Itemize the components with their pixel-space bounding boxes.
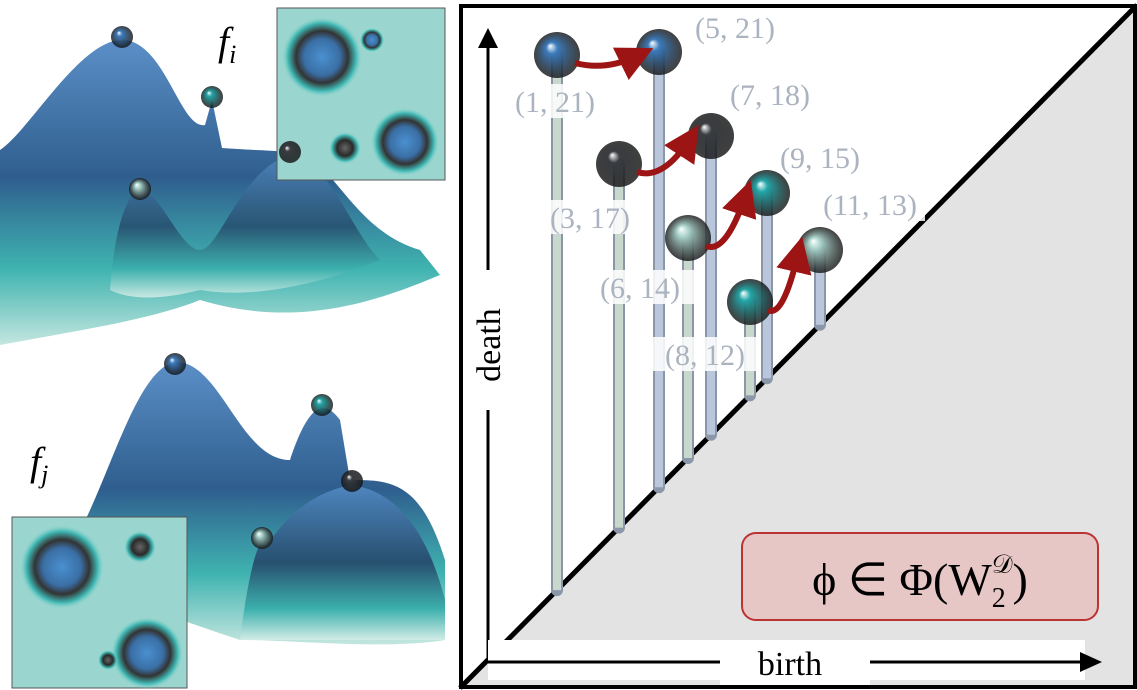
point-label: (7, 18) [730,79,810,112]
terrain-label: fj [30,439,48,489]
critical-point [129,178,151,200]
terrain-label: fi [218,19,236,69]
point-label: (9, 15) [780,142,860,175]
figure: fi fj birth death (1, 21) (5, 21) (3, 17) (… [0,0,1137,690]
critical-point [311,394,333,416]
point-label: (1, 21) [515,86,595,119]
point [636,29,682,75]
point [665,215,711,261]
x-axis-label: birth [758,646,822,683]
point [688,113,734,159]
point [534,32,580,78]
y-arrowhead [478,28,498,48]
point [744,170,790,216]
critical-point [201,86,223,108]
point-label: (3, 17) [550,202,630,235]
point-label: (11, 13) [823,189,917,222]
point-label: (6, 14) [600,272,680,305]
critical-point [251,527,273,549]
point-label: (8, 12) [665,339,745,372]
terrain-bottom [12,362,445,689]
page: {"terrain_labels": [{"symbol": "f", "sub… [0,0,1137,690]
point [596,141,642,187]
point [797,227,843,273]
critical-point [164,353,186,375]
critical-point [279,141,301,163]
point [727,279,773,325]
critical-point [111,26,133,48]
y-axis-label: death [471,308,508,382]
matching-arrow [575,56,637,66]
critical-point [341,470,363,492]
point-label: (5, 21) [695,12,775,45]
